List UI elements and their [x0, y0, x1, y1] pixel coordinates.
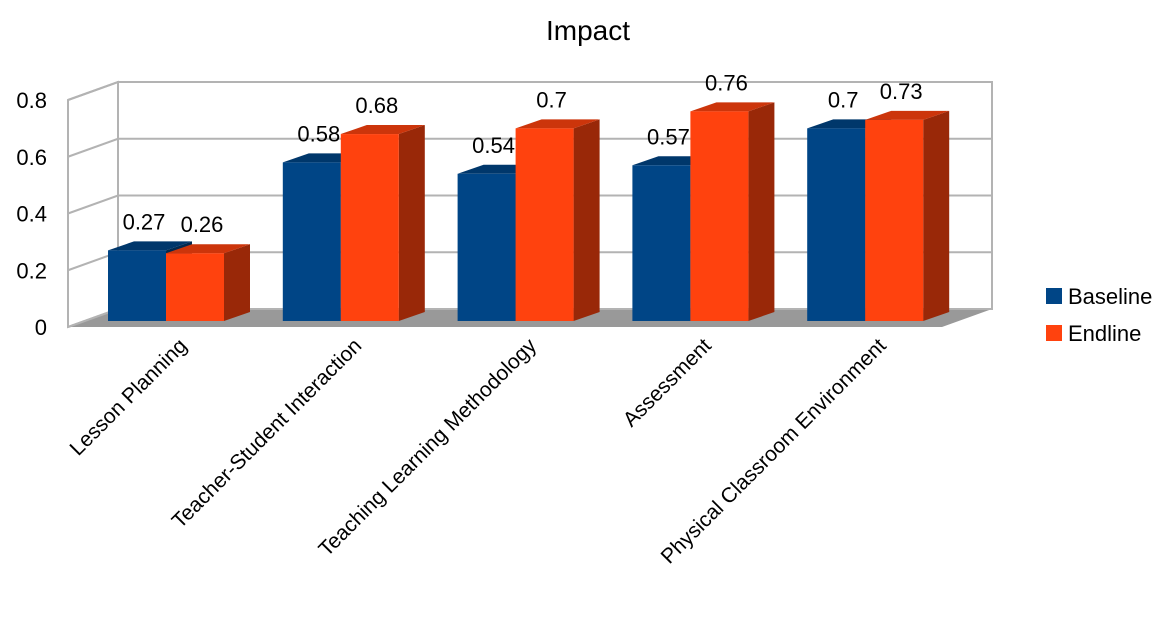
y-axis-ticks: 0 0.2 0.4 0.6 0.8 [16, 88, 47, 340]
data-label: 0.73 [880, 79, 923, 104]
bar-front [515, 128, 574, 321]
data-label: 0.7 [828, 87, 859, 112]
bar-top [865, 110, 950, 120]
y-tick-label: 0.8 [16, 88, 47, 113]
legend-label: Endline [1068, 321, 1141, 346]
legend-swatch [1046, 325, 1062, 341]
bar-front [690, 111, 749, 321]
legend-swatch [1046, 288, 1062, 304]
chart-title: Impact [546, 15, 630, 46]
bar-top [108, 241, 192, 251]
data-label: 0.68 [355, 93, 398, 118]
bar-side [748, 102, 775, 321]
bar-front [457, 173, 516, 321]
x-tick-label: Assessment [619, 334, 716, 431]
bar [690, 102, 775, 321]
bar-side [923, 110, 950, 321]
bar [166, 244, 250, 321]
bar-front [166, 253, 224, 321]
y-tick-label: 0 [35, 315, 47, 340]
x-tick-label: Lesson Planning [65, 334, 191, 460]
bar-top [166, 244, 250, 254]
bar-front [282, 162, 341, 321]
bar-side [224, 244, 250, 321]
bar-front [340, 134, 399, 321]
bar [515, 119, 600, 321]
bar-front [865, 119, 924, 321]
bar-front [108, 250, 166, 321]
legend: Baseline Endline [1046, 284, 1152, 346]
bar-top [340, 125, 425, 135]
data-label: 0.57 [647, 124, 690, 149]
y-tick-label: 0.6 [16, 145, 47, 170]
bars [108, 102, 950, 321]
data-labels: 0.27 0.26 0.58 0.68 0.54 0.7 0.57 0.76 0.7 0.73 [123, 70, 923, 237]
x-tick-label: Teacher-Student Interaction [168, 334, 367, 533]
bar-front [807, 128, 866, 321]
bar [340, 125, 425, 321]
data-label: 0.76 [705, 70, 748, 95]
bar-top [690, 102, 775, 112]
bar-side [573, 119, 600, 321]
gridline [67, 81, 992, 101]
bar [865, 110, 950, 321]
legend-label: Baseline [1068, 284, 1152, 309]
bar-side [398, 125, 425, 321]
y-tick-label: 0.2 [16, 258, 47, 283]
data-label: 0.27 [123, 209, 166, 234]
y-tick-label: 0.4 [16, 202, 47, 227]
bar-front [632, 165, 691, 321]
data-label: 0.7 [536, 87, 567, 112]
bar-top [515, 119, 600, 129]
data-label: 0.54 [472, 133, 515, 158]
data-label: 0.58 [297, 121, 340, 146]
data-label: 0.26 [181, 212, 224, 237]
